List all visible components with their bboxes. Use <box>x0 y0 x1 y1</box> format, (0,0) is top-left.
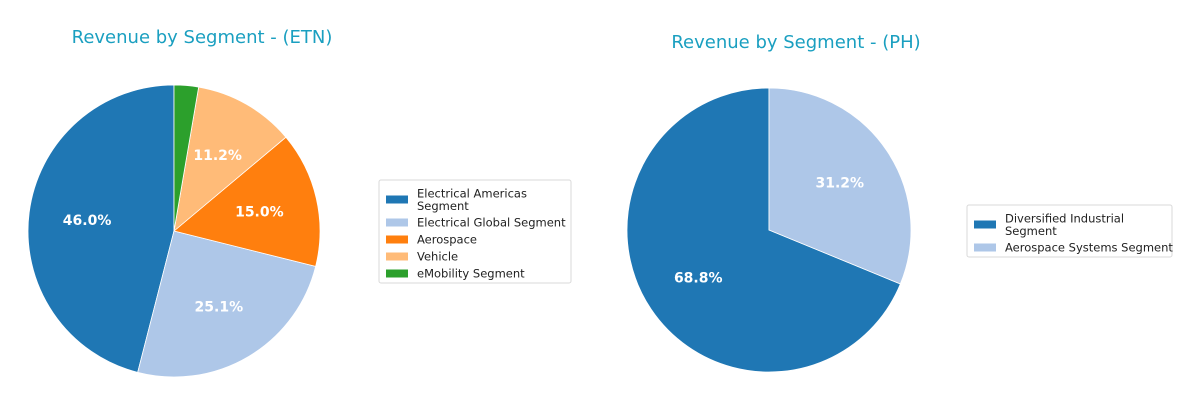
pie-chart-1: Revenue by Segment - (ETN) 46.0% 25.1% 15.0… <box>27 27 572 378</box>
legend-swatch-electrical-global-segment <box>386 218 408 227</box>
legend-swatch-aerospace-systems-segment <box>974 243 996 252</box>
legend-frame <box>378 179 572 284</box>
legend-swatch-aerospace <box>386 235 408 244</box>
slice-label-aerospace: 15.0% <box>235 204 284 220</box>
legend-label-electrical-americas-segment: Electrical Americas <box>417 186 527 200</box>
legend-label-diversified-industrial-segment: Diversified Industrial <box>1005 211 1124 225</box>
legend-label-aerospace-systems-segment: Aerospace Systems Segment <box>1005 241 1173 255</box>
legend-label-aerospace: Aerospace <box>417 233 477 247</box>
pie-slice-electrical-global-segment <box>137 230 317 378</box>
legend-label-vehicle: Vehicle <box>417 250 458 264</box>
legend-swatch-emobility-segment <box>386 269 408 278</box>
legend-swatch-electrical-americas-segment <box>386 195 408 204</box>
legend-frame <box>966 204 1173 258</box>
legend-swatch-vehicle <box>386 252 408 261</box>
legend-label-diversified-industrial-segment: Segment <box>1005 224 1057 238</box>
legend-label-emobility-segment: eMobility Segment <box>417 267 525 281</box>
legend-swatch-diversified-industrial-segment <box>974 220 996 229</box>
pie-chart-2: Revenue by Segment - (PH) 68.8% 31.2% Diver… <box>626 32 1173 373</box>
legend-label-electrical-global-segment: Electrical Global Segment <box>417 216 566 230</box>
pie-slice-aerospace-systems-segment <box>768 87 912 285</box>
chart-title: Revenue by Segment - (ETN) <box>72 27 333 48</box>
slice-label-diversified-industrial-segment: 68.8% <box>674 270 723 286</box>
pie-slice-vehicle <box>173 86 287 233</box>
slice-label-aerospace-systems-segment: 31.2% <box>815 176 864 192</box>
pie-slice-electrical-americas-segment <box>27 84 175 373</box>
legend-label-electrical-americas-segment: Segment <box>417 199 469 213</box>
slice-label-vehicle: 11.2% <box>193 148 242 164</box>
slice-label-electrical-global-segment: 25.1% <box>195 299 244 315</box>
pie-slice-diversified-industrial-segment <box>626 87 901 373</box>
chart-title: Revenue by Segment - (PH) <box>671 32 920 53</box>
pie-slice-emobility-segment <box>173 84 200 232</box>
slice-label-electrical-americas-segment: 46.0% <box>63 213 112 229</box>
pie-slice-aerospace <box>173 136 321 267</box>
